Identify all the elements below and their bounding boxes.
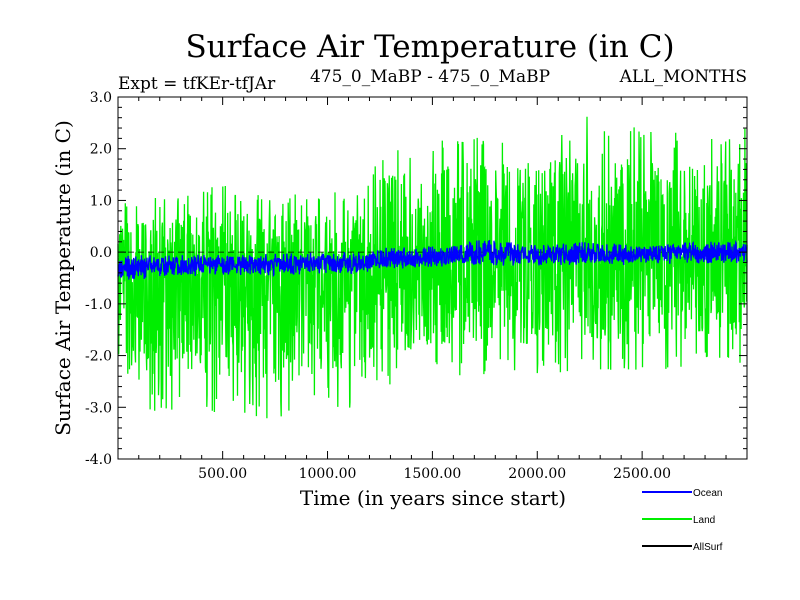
y-axis-label: Surface Air Temperature (in C) [51, 120, 75, 436]
x-axis-label: Time (in years since start) [300, 486, 566, 510]
chart-subtitle-right: ALL_MONTHS [619, 67, 747, 87]
x-tick-label: 500.00 [198, 466, 247, 482]
legend-label-ocean: Ocean [693, 488, 722, 499]
y-tick-label: 0.0 [90, 245, 112, 261]
legend-label-land: Land [693, 515, 715, 526]
x-tick-label: 2000.00 [508, 466, 566, 482]
x-tick-label: 2500.00 [613, 466, 671, 482]
y-tick-label: 2.0 [90, 142, 112, 158]
x-tick-label: 1000.00 [299, 466, 357, 482]
chart-subtitle-left: Expt = tfKEr-tfJAr [118, 74, 276, 94]
x-axis: 500.00 1000.00 1500.00 2000.00 2500.00 [138, 97, 727, 482]
y-tick-label: 1.0 [90, 193, 112, 209]
x-tick-label: 1500.00 [403, 466, 461, 482]
series-line-ocean [117, 239, 748, 280]
y-tick-label: 3.0 [90, 90, 112, 106]
chart-title: Surface Air Temperature (in C) [185, 29, 674, 65]
legend: Ocean Land AllSurf [642, 488, 723, 553]
chart-subtitle-center: 475_0_MaBP - 475_0_MaBP [310, 67, 550, 87]
series-line-land [117, 116, 748, 419]
y-axis: 3.0 2.0 1.0 0.0 -1.0 -2.0 -3.0 -4.0 [85, 90, 747, 468]
y-tick-label: -4.0 [85, 452, 112, 468]
y-tick-label: -1.0 [85, 297, 112, 313]
plot-area [117, 116, 748, 419]
y-tick-label: -2.0 [85, 349, 112, 365]
y-tick-label: -3.0 [85, 400, 112, 416]
legend-label-allsurf: AllSurf [693, 542, 723, 553]
